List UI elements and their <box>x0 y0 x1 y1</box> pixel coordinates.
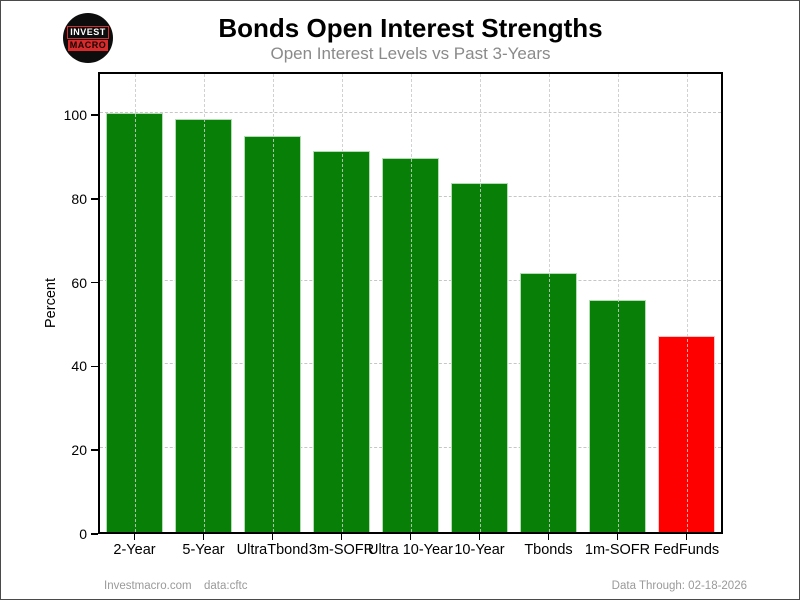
v-gridline <box>341 74 343 532</box>
x-tick <box>547 534 550 540</box>
x-tick <box>133 534 136 540</box>
logo-text-macro: MACRO <box>67 39 109 51</box>
y-tick-label: 0 <box>79 526 87 542</box>
footer-data-source-text: data:cftc <box>204 580 248 592</box>
footer-site-text: Investmacro.com <box>104 580 192 592</box>
y-tick-label: 40 <box>71 358 87 375</box>
v-gridline <box>617 74 619 532</box>
x-tick-label: FedFunds <box>653 542 720 558</box>
x-tick <box>478 534 481 540</box>
y-tick <box>91 365 98 368</box>
plot-area <box>98 72 723 534</box>
x-tick <box>340 534 343 540</box>
x-tick-label: 3m-SOFR <box>308 542 375 558</box>
chart-subtitle: Open Interest Levels vs Past 3-Years <box>270 44 551 63</box>
y-tick-label: 20 <box>71 442 87 459</box>
x-tick-label: UltraTbond <box>236 542 309 558</box>
v-gridline <box>134 74 136 532</box>
title-block: Bonds Open Interest Strengths Open Inter… <box>98 14 723 64</box>
x-tick-label: 1m-SOFR <box>584 542 651 558</box>
chart-title: Bonds Open Interest Strengths <box>218 13 603 43</box>
x-tick <box>202 534 205 540</box>
x-tick <box>616 534 619 540</box>
y-tick <box>91 114 98 116</box>
y-tick <box>91 198 98 200</box>
x-tick <box>409 534 412 540</box>
y-tick <box>91 533 98 535</box>
v-gridline <box>272 74 274 532</box>
v-gridline <box>686 74 688 532</box>
v-gridline <box>410 74 412 532</box>
y-tick-label: 100 <box>63 106 87 123</box>
investmacro-logo-icon: INVEST MACRO <box>63 13 113 63</box>
v-gridline <box>203 74 205 532</box>
y-axis-title: Percent <box>43 278 59 328</box>
y-tick <box>91 281 98 284</box>
v-gridline <box>479 74 481 532</box>
y-tick-label: 80 <box>71 190 87 207</box>
x-tick-label: Tbonds <box>524 542 573 558</box>
v-gridline <box>548 74 550 532</box>
footer-data-through-text: Data Through: 02-18-2026 <box>611 580 747 592</box>
x-tick-label: 10-Year <box>454 542 505 558</box>
bars-layer <box>100 74 721 532</box>
x-tick-label: 2-Year <box>113 542 156 558</box>
x-tick <box>271 534 274 540</box>
x-tick-label: 5-Year <box>182 542 225 558</box>
y-tick <box>91 449 98 451</box>
x-tick-label: Ultra 10-Year <box>368 542 453 558</box>
logo-text-invest: INVEST <box>67 25 109 39</box>
x-tick <box>685 534 688 540</box>
